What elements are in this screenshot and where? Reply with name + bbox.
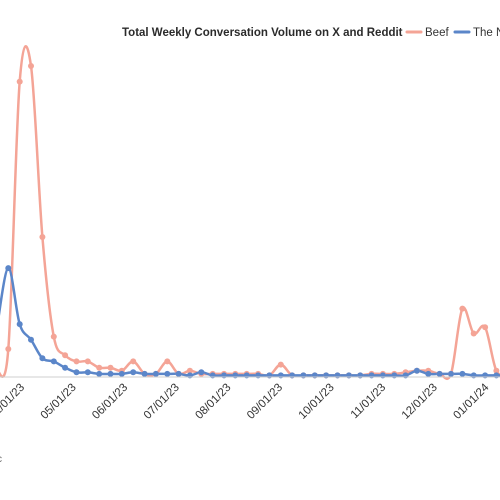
data-point	[141, 370, 148, 377]
data-point	[16, 78, 23, 85]
data-point	[186, 367, 193, 374]
legend-label: The N	[473, 27, 500, 39]
data-point	[5, 265, 12, 272]
x-axis-ticks: 1/01/23 05/01/23 06/01/23 07/01/23 08/01/23 0…	[0, 381, 492, 422]
data-point	[118, 370, 125, 377]
data-point	[493, 367, 500, 374]
series-line-1	[0, 45, 500, 381]
data-point	[96, 364, 103, 371]
series-points	[5, 63, 500, 379]
data-point	[175, 370, 182, 377]
data-point	[107, 364, 114, 371]
x-tick-label: 05/01/23	[39, 382, 79, 422]
data-point	[470, 330, 477, 337]
x-tick-label: 08/01/23	[193, 382, 233, 422]
data-point	[130, 358, 137, 365]
x-tick-label: 11/01/23	[349, 382, 389, 422]
legend: Beef The N	[405, 27, 500, 39]
x-tick-label: 01/01/24	[451, 381, 492, 422]
legend-label: Beef	[425, 27, 449, 39]
x-tick-label: 07/01/23	[142, 382, 182, 422]
data-point	[39, 355, 46, 362]
data-point	[62, 352, 69, 359]
data-point	[448, 370, 454, 377]
data-point	[28, 63, 34, 69]
data-point	[277, 361, 284, 368]
data-point	[73, 369, 80, 376]
data-point	[130, 369, 137, 376]
data-point	[164, 358, 171, 365]
data-point	[62, 364, 69, 371]
data-point	[164, 370, 171, 377]
data-point	[107, 370, 114, 377]
data-point	[413, 367, 420, 374]
data-point	[482, 324, 489, 331]
data-point	[459, 305, 466, 312]
data-point	[73, 358, 80, 365]
chart-title: Total Weekly Conversation Volume on X an…	[122, 27, 403, 39]
data-point	[50, 333, 57, 340]
x-tick-label: 10/01/23	[297, 382, 337, 422]
source-note: c	[0, 454, 2, 465]
data-point	[16, 321, 23, 328]
data-point	[39, 234, 46, 240]
data-point	[152, 370, 159, 377]
x-tick-label: 1/01/23	[0, 382, 27, 418]
data-point	[28, 336, 34, 343]
data-point	[84, 369, 91, 376]
data-point	[459, 370, 466, 377]
data-point	[84, 358, 91, 365]
data-point	[198, 369, 205, 376]
data-point	[50, 358, 57, 365]
x-tick-label: 12/01/23	[400, 382, 440, 422]
x-tick-label: 09/01/23	[245, 382, 285, 422]
data-point	[5, 346, 12, 352]
series-lines	[0, 45, 500, 381]
data-point	[96, 370, 103, 377]
x-tick-label: 06/01/23	[90, 382, 130, 422]
data-point	[436, 370, 443, 377]
data-point	[425, 370, 432, 377]
